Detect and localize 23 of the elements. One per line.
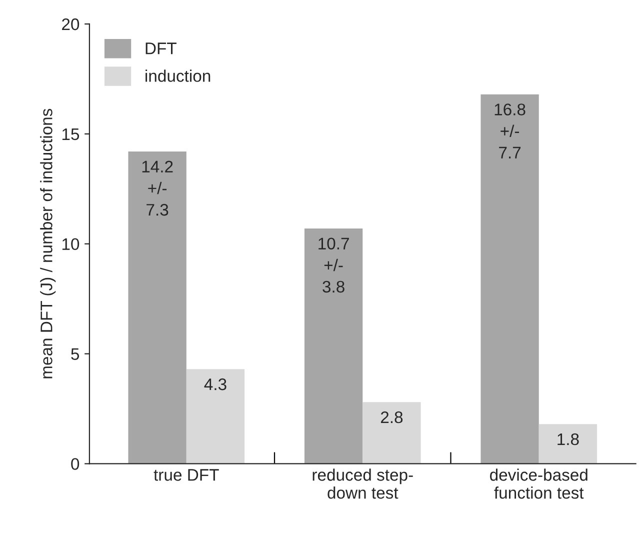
legend-label: induction	[146, 70, 210, 82]
y-tick-label: 10	[62, 238, 80, 250]
bar	[362, 402, 421, 464]
bar	[128, 152, 186, 464]
y-tick-label: 15	[62, 128, 80, 140]
x-tick-label: true DFT	[154, 469, 219, 481]
y-tick-label: 0	[71, 458, 80, 470]
data-label: 4.3	[204, 378, 226, 390]
bar	[304, 228, 363, 464]
legend-label: DFT	[146, 42, 176, 54]
data-label: 16.8 +/- 7.7	[494, 104, 526, 158]
bar	[186, 369, 245, 464]
bar	[538, 424, 598, 464]
y-tick-label: 5	[71, 348, 80, 360]
x-tick-label: reduced step- down test	[312, 468, 413, 499]
y-axis-title: mean DFT (J) / number of inductions	[40, 108, 56, 378]
data-label: 2.8	[380, 411, 403, 424]
x-tick-label: device-based function test	[490, 468, 588, 499]
data-label: 1.8	[558, 433, 579, 446]
data-label: 14.2 +/- 7.3	[142, 160, 173, 216]
data-label: 10.7 +/- 3.8	[318, 238, 349, 293]
y-tick-label: 20	[62, 18, 80, 30]
bar	[480, 94, 539, 464]
